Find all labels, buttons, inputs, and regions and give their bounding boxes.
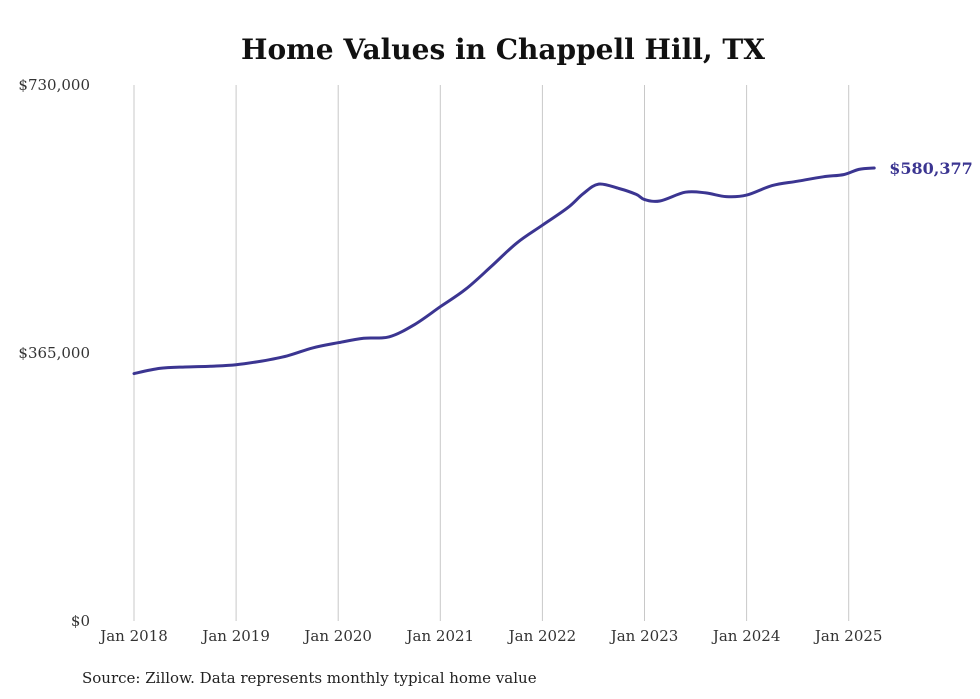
x-tick-label: Jan 2022 [507, 627, 577, 645]
chart-title: Home Values in Chappell Hill, TX [241, 33, 765, 66]
gridlines [133, 85, 850, 621]
x-tick-label: Jan 2019 [200, 627, 270, 645]
x-axis-ticks: Jan 2018 Jan 2019 Jan 2020 Jan 2021 Jan 2022… [98, 627, 882, 645]
x-tick-label: Jan 2020 [302, 627, 372, 645]
y-tick-label: $0 [71, 612, 90, 630]
x-tick-label: Jan 2018 [98, 627, 168, 645]
x-tick-label: Jan 2025 [813, 627, 883, 645]
latest-value-label: $580,377 [889, 159, 973, 178]
home-value-series-line [132, 166, 876, 376]
x-tick-label: Jan 2024 [711, 627, 781, 645]
y-axis-ticks: $0 $365,000 $730,000 [18, 76, 90, 630]
x-tick-label: Jan 2023 [609, 627, 679, 645]
y-tick-label: $730,000 [18, 76, 90, 94]
source-note: Source: Zillow. Data represents monthly … [82, 669, 537, 687]
x-tick-label: Jan 2021 [405, 627, 475, 645]
y-tick-label: $365,000 [18, 344, 90, 362]
